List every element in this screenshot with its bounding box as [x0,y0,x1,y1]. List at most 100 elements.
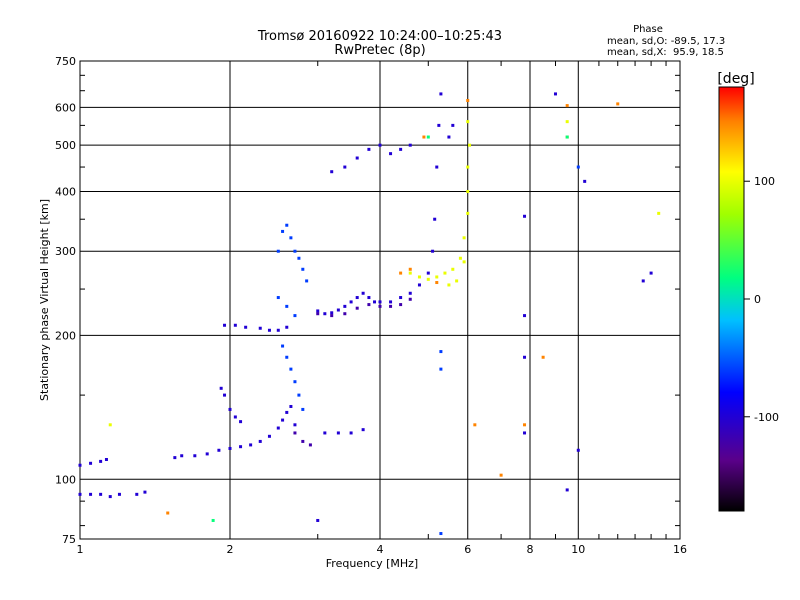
x-tick-label: 16 [673,543,687,556]
data-point [523,431,527,435]
data-points [78,92,661,536]
data-point [301,439,305,443]
data-point [217,448,221,452]
data-point [523,214,527,218]
data-point [293,380,297,384]
data-point [649,271,653,275]
data-point [435,275,439,279]
data-point [336,308,340,312]
data-point [451,267,455,271]
data-point [276,249,280,253]
data-point [135,492,139,496]
data-point [355,296,359,300]
data-point [293,249,297,253]
data-point [553,92,557,96]
phase-stats: Phase mean, sd,O: -89.5, 17.3 mean, sd,X… [607,24,725,58]
data-point [244,325,248,329]
y-axis: 75 100 200 300 400 500 600 750 [55,55,680,546]
chart-title: Tromsø 20160922 10:24:00–10:25:43 [257,29,502,44]
colorbar-tick-label: -100 [754,411,779,424]
data-point [437,123,441,127]
y-tick-label: 100 [55,473,76,486]
data-point [435,165,439,169]
y-tick-label: 200 [55,329,76,342]
data-point [565,104,569,108]
data-point [378,304,382,308]
data-point [657,211,661,215]
data-point [267,328,271,332]
data-point [435,281,439,285]
data-point [431,249,435,253]
data-point [426,271,430,275]
data-point [367,296,371,300]
data-point [233,415,237,419]
data-point [355,306,359,310]
data-point [285,410,289,414]
x-tick-label: 2 [227,543,234,556]
colorbar-tick-label: 100 [754,175,775,188]
data-point [205,452,209,456]
data-point [439,367,443,371]
data-point [343,312,347,316]
data-point [293,431,297,435]
data-point [301,407,305,411]
data-point [466,165,470,169]
data-point [373,300,377,304]
data-point [389,152,393,156]
data-point [223,393,227,397]
data-point [267,434,271,438]
data-point [239,420,243,424]
data-point [447,135,451,139]
data-point [281,418,285,422]
colorbar-ticks: 100 0 -100 [744,175,779,424]
data-point [228,446,232,450]
colorbar-tick-label: 0 [754,293,761,306]
x-tick-label: 6 [464,543,471,556]
data-point [104,457,108,461]
data-point [343,165,347,169]
data-point [499,473,503,477]
data-point [89,461,93,465]
data-point [293,423,297,427]
data-point [297,256,301,260]
data-point [439,92,443,96]
data-point [193,454,197,458]
data-point [361,428,365,432]
data-point [285,325,289,329]
y-tick-label: 300 [55,245,76,258]
data-point [523,355,527,359]
data-point [399,147,403,151]
phase-stats-o: mean, sd,O: -89.5, 17.3 [607,36,725,47]
phase-stats-x: mean, sd,X: 95.9, 18.5 [607,47,724,58]
data-point [323,312,327,316]
x-tick-label: 8 [527,543,534,556]
data-point [399,271,403,275]
colorbar: [deg] 100 0 -100 [717,71,779,512]
data-point [417,283,421,287]
data-point [258,326,262,330]
data-point [433,217,437,221]
x-axis-label: Frequency [MHz] [326,557,418,570]
data-point [211,518,215,522]
y-tick-label: 600 [55,101,76,114]
data-point [330,314,334,318]
data-point [565,135,569,139]
data-point [443,271,447,275]
data-point [316,518,320,522]
x-tick-label: 1 [77,543,84,556]
data-point [330,170,334,174]
data-point [223,323,227,327]
y-tick-label: 500 [55,139,76,152]
data-point [378,143,382,147]
data-point [89,492,93,496]
data-point [451,123,455,127]
data-point [99,492,103,496]
data-point [426,135,430,139]
data-point [439,532,443,536]
data-point [258,439,262,443]
data-point [367,303,371,307]
data-point [466,189,470,193]
data-point [355,156,359,160]
data-point [458,256,462,260]
data-point [323,431,327,435]
